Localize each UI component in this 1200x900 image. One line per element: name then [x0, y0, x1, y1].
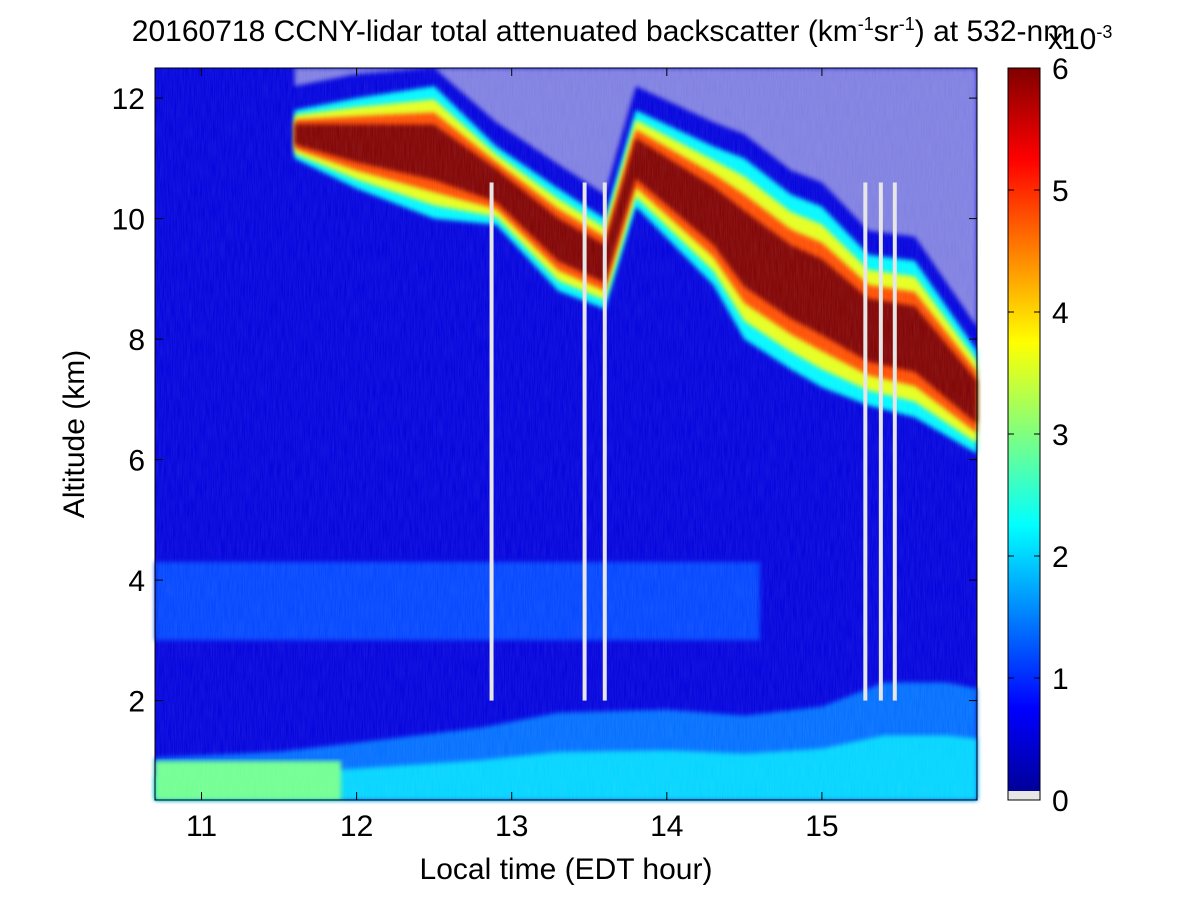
y-tick-label: 10 — [112, 204, 145, 237]
blank-column-4 — [878, 182, 883, 701]
x-tick-label: 11 — [186, 810, 217, 843]
x-tick-label: 12 — [340, 810, 373, 843]
y-axis: 2 4 6 8 10 12 — [112, 83, 977, 719]
blank-column-5 — [892, 182, 897, 701]
colorbar-tick-label: 5 — [1052, 175, 1069, 208]
colorbar-tick-label: 6 — [1052, 53, 1069, 86]
y-tick-label: 12 — [112, 83, 145, 116]
blank-column-1 — [582, 182, 587, 701]
y-tick-label: 4 — [128, 565, 145, 598]
colorbar-below-range-swatch — [1008, 791, 1040, 800]
chart-title: 20160718 CCNY-lidar total attenuated bac… — [131, 14, 1069, 48]
plot-area — [155, 68, 977, 800]
colorbar-exponent: x10-3 — [1048, 22, 1113, 56]
y-axis-label: Altitude (km) — [58, 349, 91, 519]
colorbar-tick-label: 4 — [1052, 297, 1069, 330]
blank-column-2 — [602, 182, 607, 701]
x-tick-label: 14 — [650, 810, 683, 843]
heatmap-texture — [155, 68, 977, 800]
y-tick-label: 2 — [128, 686, 145, 719]
colorbar-tick-label: 3 — [1052, 419, 1069, 452]
y-tick-label: 8 — [128, 324, 145, 357]
colorbar-ticks: 0 1 2 3 4 5 6 — [1008, 53, 1069, 818]
colorbar-tick-label: 2 — [1052, 541, 1069, 574]
x-tick-label: 13 — [495, 810, 528, 843]
y-tick-label: 6 — [128, 445, 145, 478]
colorbar-tick-label: 0 — [1052, 785, 1069, 818]
colorbar-tick-label: 1 — [1052, 663, 1069, 696]
blank-column-3 — [863, 182, 868, 701]
x-tick-label: 15 — [805, 810, 838, 843]
x-axis-label: Local time (EDT hour) — [419, 853, 713, 886]
missing-data-columns — [489, 182, 897, 701]
x-axis: 11 12 13 14 15 — [186, 68, 839, 843]
blank-column-0 — [489, 182, 494, 701]
plot-frame — [154, 67, 978, 801]
